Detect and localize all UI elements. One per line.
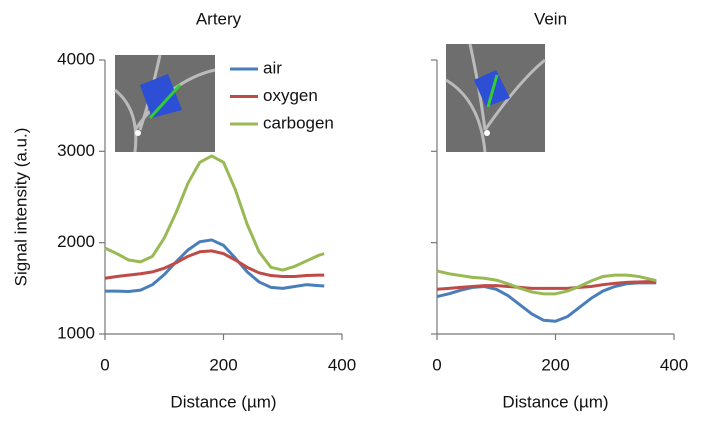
y-tick-label: 3000 xyxy=(57,141,95,160)
legend-label: carbogen xyxy=(263,113,334,132)
y-axis-label: Signal intensity (a.u.) xyxy=(11,128,30,287)
series-line xyxy=(105,238,325,294)
y-tick-label: 1000 xyxy=(57,323,95,342)
panel-title: Vein xyxy=(534,9,567,28)
legend-label: air xyxy=(263,58,282,77)
x-tick-label: 0 xyxy=(100,355,109,374)
inset-vein xyxy=(445,43,546,153)
y-tick-label: 2000 xyxy=(57,232,95,251)
x-axis-label: Distance (µm) xyxy=(170,392,276,411)
x-axis-label: Distance (µm) xyxy=(502,392,608,411)
x-tick-label: 400 xyxy=(660,355,688,374)
x-tick-label: 400 xyxy=(328,355,356,374)
x-tick-label: 0 xyxy=(432,355,441,374)
legend-label: oxygen xyxy=(263,86,318,105)
x-tick-label: 200 xyxy=(541,355,569,374)
x-tick-label: 200 xyxy=(209,355,237,374)
series-line xyxy=(436,269,657,296)
y-tick-label: 4000 xyxy=(57,49,95,68)
series-line xyxy=(104,154,325,272)
panel-title: Artery xyxy=(196,9,242,28)
inset-artery xyxy=(114,54,216,153)
series-line xyxy=(104,249,325,280)
series-line xyxy=(436,279,657,291)
